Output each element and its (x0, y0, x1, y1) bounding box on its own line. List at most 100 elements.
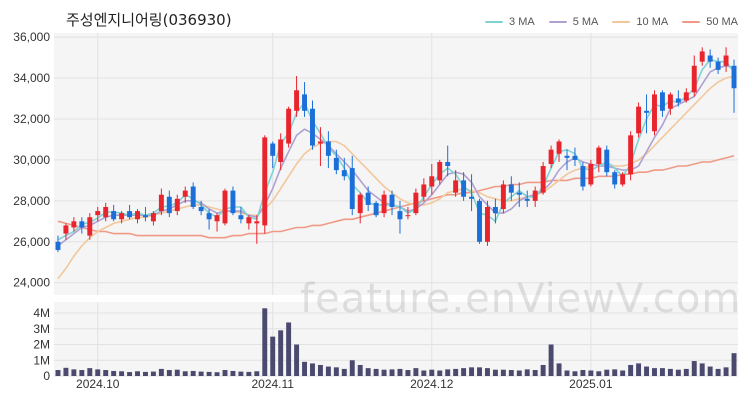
volume-bar (142, 371, 148, 376)
candle-body (333, 157, 339, 171)
volume-bar (540, 364, 546, 376)
volume-bar (214, 372, 220, 376)
candle-body (413, 192, 419, 214)
legend-item-ma10: 10 MA (612, 16, 668, 28)
candle-body (707, 55, 713, 62)
volume-bar (548, 344, 554, 376)
candle-body (158, 194, 164, 212)
candle-body (612, 172, 618, 185)
volume-bar (723, 367, 729, 376)
volume-bar (87, 368, 93, 376)
volume-bar (317, 364, 323, 376)
legend-label-ma3: 3 MA (509, 16, 535, 28)
legend-label-ma50: 50 MA (706, 16, 738, 28)
volume-bar (461, 368, 467, 376)
price-tick-label: 32,000 (13, 112, 50, 126)
candle-body (71, 221, 77, 228)
volume-bar (524, 369, 530, 376)
volume-bar (731, 353, 737, 376)
candle-body (405, 215, 411, 217)
volume-bar (357, 364, 363, 376)
candle-body (111, 211, 117, 220)
candle-body (214, 215, 220, 222)
candle-body (556, 141, 562, 154)
candle-body (659, 92, 665, 111)
volume-bar (150, 371, 156, 376)
candle-body (286, 108, 292, 144)
volume-bar (397, 368, 403, 376)
volume-bar (652, 368, 657, 376)
candle-body (190, 186, 196, 207)
candle-body (548, 149, 554, 164)
volume-plot-area (54, 302, 738, 376)
candle-body (119, 213, 125, 220)
volume-bar (564, 370, 570, 376)
legend-item-ma5: 5 MA (548, 16, 599, 28)
volume-bar (445, 369, 451, 376)
price-tick-label: 34,000 (13, 71, 50, 85)
candle-body (95, 211, 101, 216)
volume-bar (691, 361, 697, 376)
candle-body (596, 147, 602, 164)
candle-body (540, 166, 546, 193)
candle-body (620, 174, 626, 185)
volume-bar (262, 308, 268, 376)
volume-bar (135, 371, 140, 376)
candle-body (222, 190, 228, 224)
volume-bar (500, 369, 506, 376)
volume-bar (71, 369, 77, 376)
candle-body (373, 202, 379, 216)
candle-body (675, 98, 681, 103)
volume-bar (302, 361, 308, 376)
volume-bar (405, 370, 411, 376)
volume-bar (174, 369, 180, 376)
candle-body (723, 55, 729, 66)
volume-bar (508, 370, 514, 376)
volume-bar (286, 322, 292, 376)
volume-bar (270, 336, 276, 376)
candle-body (484, 206, 490, 242)
candle-body (667, 94, 673, 109)
legend-label-ma10: 10 MA (636, 16, 669, 28)
volume-bar (198, 371, 204, 376)
candle-body (508, 184, 514, 193)
candle-body (87, 217, 93, 236)
volume-bar (699, 363, 705, 376)
candle-body (429, 176, 435, 187)
price-tick-label: 36,000 (13, 30, 50, 44)
candle-body (365, 192, 371, 205)
candle-body (341, 170, 347, 177)
candle-body (246, 217, 252, 224)
candle-body (317, 141, 323, 144)
volume-tick-label: 0 (43, 369, 50, 383)
candle-body (437, 161, 443, 181)
volume-bar (612, 369, 618, 376)
candle-body (174, 198, 180, 212)
legend-label-ma5: 5 MA (572, 16, 599, 28)
volume-bar (659, 368, 665, 376)
volume-bar (477, 367, 482, 376)
price-plot-area (54, 33, 738, 295)
volume-bar (429, 369, 435, 376)
volume-bar (158, 368, 164, 376)
candle-body (262, 137, 268, 226)
volume-bar (206, 371, 212, 376)
candle-body (461, 180, 467, 197)
volume-bar (580, 370, 586, 376)
volume-bar (707, 366, 713, 376)
candle-body (198, 206, 204, 212)
legend-swatch-ma50 (682, 21, 701, 23)
candle-body (699, 51, 705, 62)
candle-body (532, 190, 538, 201)
volume-bar (381, 369, 387, 376)
candle-body (731, 65, 737, 89)
volume-bar (588, 370, 594, 376)
volume-tick-label: 1M (33, 353, 50, 367)
price-tick-label: 26,000 (13, 235, 50, 249)
volume-bar (532, 370, 538, 376)
volume-bar (453, 368, 459, 376)
volume-bar (349, 360, 355, 376)
volume-bar (421, 370, 427, 376)
